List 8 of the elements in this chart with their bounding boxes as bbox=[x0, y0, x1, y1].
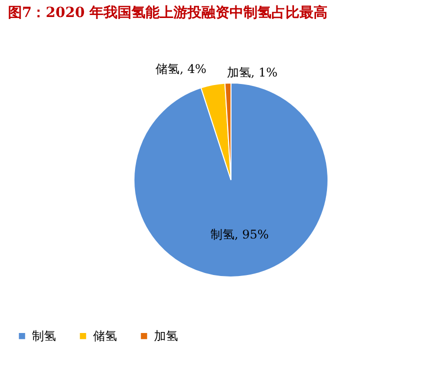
data-label: 制氢, 95% bbox=[210, 227, 269, 242]
chart-title: 图7：2020 年我国氢能上游投融资中制氢占比最高 bbox=[8, 4, 328, 21]
legend-label: 储氢 bbox=[93, 329, 117, 344]
pie-slice bbox=[134, 82, 328, 278]
legend-label: 加氢 bbox=[154, 329, 178, 344]
data-label: 加氢, 1% bbox=[226, 65, 278, 80]
data-label: 储氢, 4% bbox=[156, 62, 206, 76]
legend-label: 制氢 bbox=[32, 329, 56, 344]
